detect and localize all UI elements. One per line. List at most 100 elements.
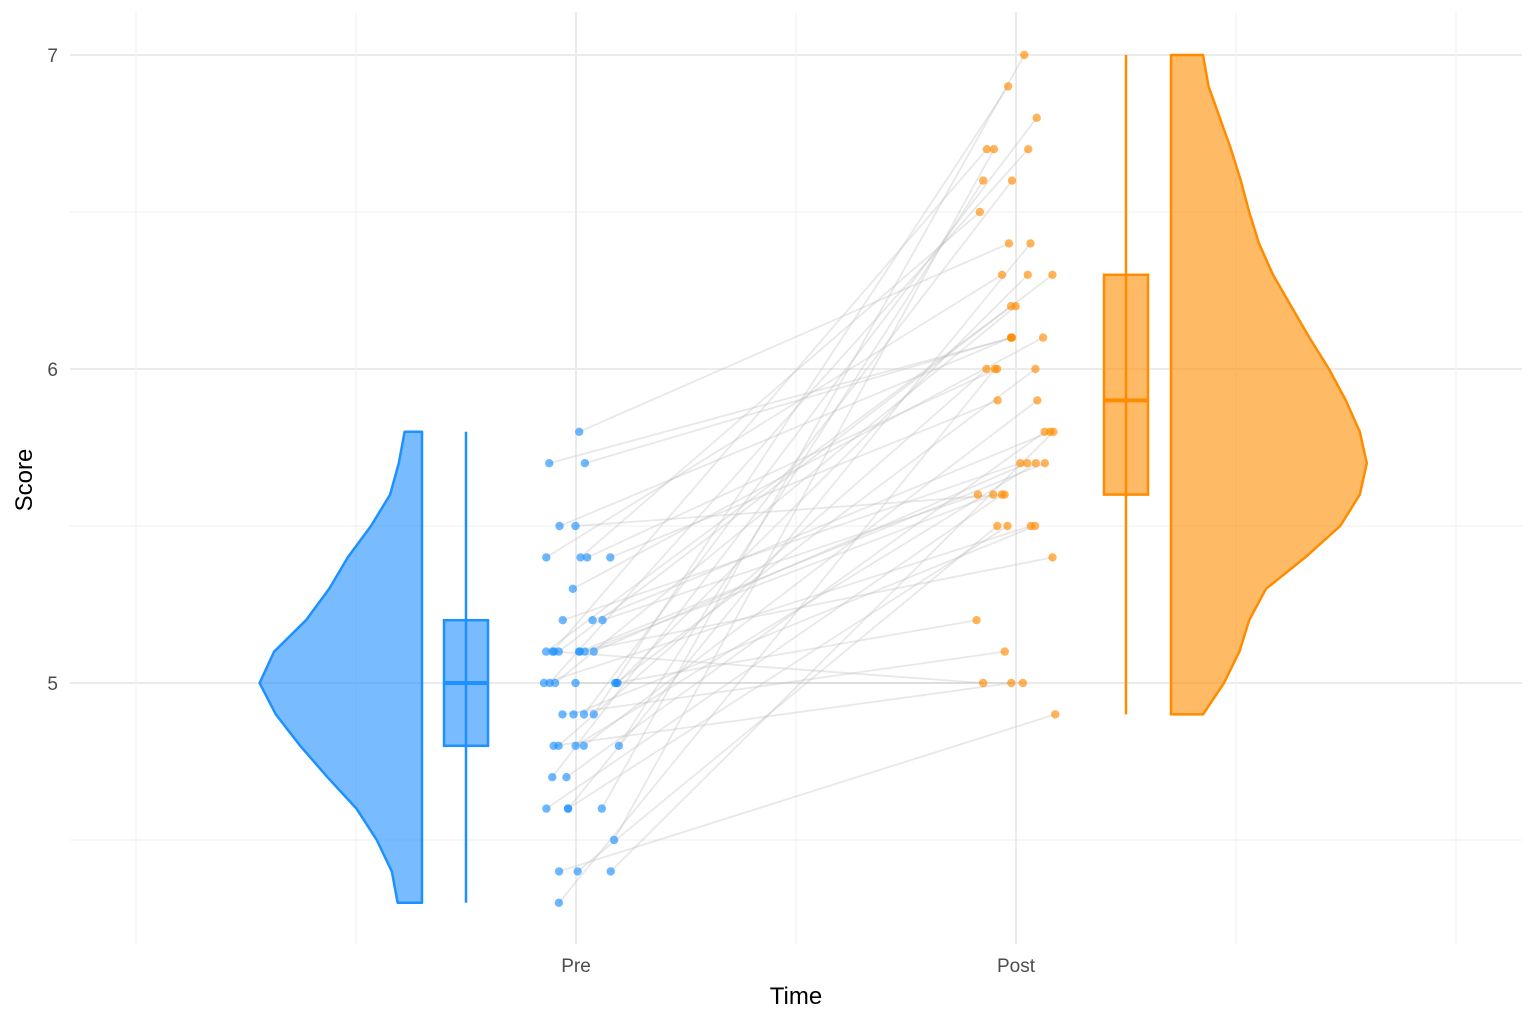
paired-line xyxy=(578,242,1010,433)
pre-point xyxy=(575,427,584,436)
paired-line xyxy=(615,368,1036,684)
pre-point xyxy=(554,898,564,907)
pre-point xyxy=(589,647,598,656)
post-point xyxy=(979,176,988,185)
paired-line xyxy=(545,493,1003,810)
paired-line xyxy=(584,493,994,653)
pre-point xyxy=(574,647,584,656)
post-point xyxy=(1011,302,1020,311)
pre-point xyxy=(571,741,580,750)
pre-point xyxy=(606,553,615,562)
pre-point xyxy=(580,459,590,468)
pre-point xyxy=(612,678,621,688)
y-tick-label: 7 xyxy=(47,46,58,67)
post-point xyxy=(997,270,1007,279)
pre-point xyxy=(571,521,580,531)
post-point xyxy=(1026,239,1035,248)
paired-line xyxy=(558,368,988,747)
post-point xyxy=(989,145,999,154)
post-point xyxy=(1024,145,1033,154)
x-axis-title: Time xyxy=(770,983,822,1010)
paired-line xyxy=(554,305,1017,684)
paired-line xyxy=(601,54,1026,810)
pre-point xyxy=(542,804,551,813)
paired-line xyxy=(549,336,1013,465)
pre-point xyxy=(548,773,557,782)
pre-point xyxy=(576,553,585,562)
post-point xyxy=(1033,396,1042,405)
post-point xyxy=(1048,553,1057,562)
pre-point xyxy=(555,521,564,531)
paired-line xyxy=(558,274,1053,653)
paired-line xyxy=(577,525,998,873)
pre-point xyxy=(614,741,624,750)
jittered-points xyxy=(539,50,1060,907)
post-point xyxy=(982,145,992,154)
paired-line xyxy=(551,180,1013,778)
paired-line xyxy=(572,336,1044,590)
post-point xyxy=(1031,459,1040,468)
pre-point xyxy=(541,647,551,656)
paired-line xyxy=(543,525,1032,684)
paired-line xyxy=(575,462,1037,747)
paired-lines xyxy=(543,54,1056,904)
x-tick-label: Post xyxy=(997,956,1036,977)
pre-point xyxy=(554,741,563,750)
paired-line xyxy=(583,117,1038,715)
paired-line xyxy=(602,493,979,622)
post-point xyxy=(1031,364,1040,374)
post-point xyxy=(1007,678,1016,688)
post-point xyxy=(975,207,985,217)
post-box xyxy=(1102,273,1150,496)
post-point xyxy=(1020,50,1029,60)
paired-line xyxy=(575,493,1005,527)
post-point xyxy=(1003,521,1012,531)
paired-line xyxy=(593,462,1028,653)
paired-line xyxy=(554,650,984,684)
post-point xyxy=(982,364,991,374)
pre-point xyxy=(606,867,615,876)
pre-point xyxy=(598,616,607,625)
paired-line xyxy=(548,148,1029,684)
post-point xyxy=(1004,239,1014,248)
paired-line xyxy=(609,399,998,559)
paired-line xyxy=(558,713,1056,873)
post-point xyxy=(1038,333,1048,342)
pre-point xyxy=(558,710,567,719)
paired-line xyxy=(610,431,1055,873)
post-point xyxy=(1018,678,1028,688)
post-point xyxy=(1040,459,1050,468)
density-clouds xyxy=(258,53,1369,905)
pre-point xyxy=(579,710,589,719)
pre-point xyxy=(571,678,580,688)
y-axis-title: Score xyxy=(11,449,38,512)
paired-line xyxy=(553,682,1012,747)
pre-point xyxy=(563,804,573,813)
post-point xyxy=(1023,459,1032,468)
pre-point xyxy=(597,804,607,813)
pre-point xyxy=(542,553,551,562)
pre-point xyxy=(579,741,588,750)
paired-line xyxy=(586,368,998,559)
paired-line xyxy=(583,399,1038,747)
pre-point xyxy=(550,678,560,688)
pre-point xyxy=(558,616,567,625)
post-point xyxy=(972,616,981,625)
paired-line xyxy=(579,211,981,559)
paired-line xyxy=(545,305,1012,653)
post-point xyxy=(1003,82,1013,91)
paired-line xyxy=(614,619,977,684)
paired-line xyxy=(558,368,996,904)
post-point xyxy=(1048,270,1057,279)
pre-point xyxy=(568,584,578,593)
paired-line xyxy=(562,650,1005,716)
pre-point xyxy=(589,710,598,719)
paired-line xyxy=(618,180,984,747)
post-density-cloud xyxy=(1169,53,1369,716)
post-point xyxy=(1016,459,1025,468)
paired-line xyxy=(545,274,1003,559)
post-point xyxy=(973,490,983,499)
post-point xyxy=(1045,427,1055,436)
paired-line xyxy=(562,462,1021,622)
